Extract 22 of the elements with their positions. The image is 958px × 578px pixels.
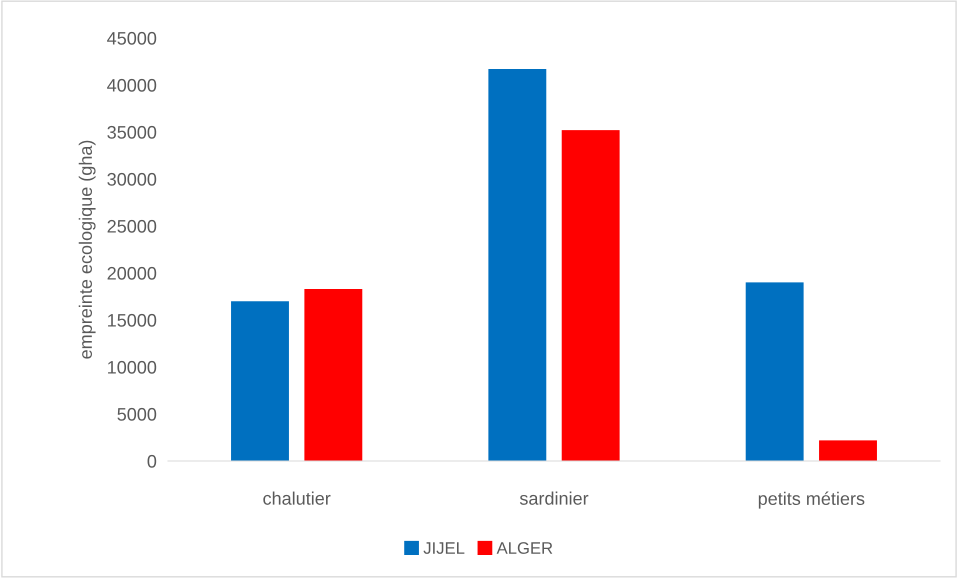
y-tick-label: 0: [148, 454, 156, 468]
y-tick-label: 30000: [107, 172, 156, 186]
bar: [488, 69, 546, 461]
bar: [562, 130, 620, 461]
legend-label: ALGER: [496, 542, 552, 554]
y-tick-label: 10000: [108, 360, 156, 374]
bar: [304, 288, 362, 461]
y-tick-label: 25000: [108, 220, 156, 233]
y-tick-label: 15000: [108, 314, 156, 327]
bar: [746, 282, 804, 461]
y-tick-label: 45000: [107, 32, 156, 45]
x-tick-label: chalutier: [263, 492, 330, 505]
y-axis-title: empreinte ecologique (gha): [78, 140, 96, 359]
y-tick-label: 40000: [107, 78, 156, 92]
y-tick-label: 5000: [117, 408, 156, 421]
y-tick-label: 20000: [108, 266, 156, 280]
x-tick-label: petits métiers: [758, 492, 864, 509]
y-tick-label: 35000: [107, 126, 156, 139]
bar: [819, 440, 877, 461]
bar: [231, 301, 289, 461]
legend-label: JIJEL: [424, 542, 464, 554]
x-tick-label: sardinier: [520, 492, 588, 505]
